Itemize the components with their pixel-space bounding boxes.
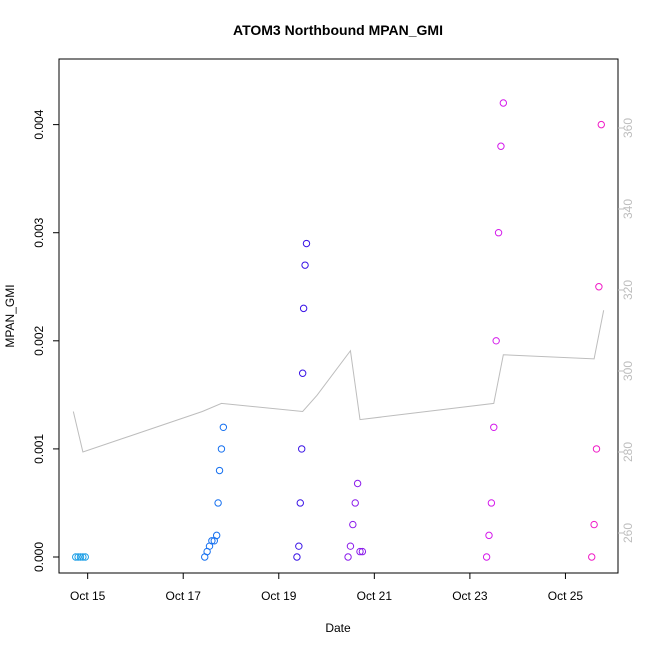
data-point xyxy=(208,537,216,545)
y-axis-label: MPAN_GMI xyxy=(3,284,17,347)
data-point xyxy=(494,229,503,237)
data-point xyxy=(358,547,367,556)
data-point xyxy=(298,445,306,453)
chart-title: ATOM3 Northbound MPAN_GMI xyxy=(233,22,443,38)
data-point xyxy=(499,99,508,107)
y2-tick-label: 320 xyxy=(621,280,635,300)
data-point xyxy=(487,499,496,507)
x-tick-label: Oct 23 xyxy=(452,589,488,603)
data-point xyxy=(81,553,89,561)
data-point xyxy=(588,553,596,561)
y-tick-label: 0.000 xyxy=(32,542,46,572)
data-point xyxy=(295,542,303,550)
data-point xyxy=(349,520,357,529)
data-point xyxy=(344,553,352,561)
data-point xyxy=(592,445,601,453)
data-point xyxy=(590,520,598,529)
y-tick-label: 0.001 xyxy=(32,434,46,464)
y-tick-label: 0.004 xyxy=(32,109,46,139)
y2-tick-label: 260 xyxy=(621,523,635,543)
data-point xyxy=(346,542,355,550)
data-point xyxy=(595,283,603,291)
data-point xyxy=(597,120,605,129)
y-tick-label: 0.002 xyxy=(32,325,46,355)
x-tick-label: Oct 15 xyxy=(70,589,106,603)
data-point xyxy=(76,553,85,561)
axes: 0.000 0.001 0.002 0.003 0.004 Oct 15 Oct 17 Oct… xyxy=(32,109,635,603)
data-point xyxy=(356,547,364,556)
data-point xyxy=(485,531,493,540)
data-point xyxy=(79,553,87,561)
data-point xyxy=(497,142,505,150)
data-point xyxy=(219,423,228,431)
data-point xyxy=(490,423,498,431)
y-tick-label: 0.003 xyxy=(32,217,46,247)
y2-tick-label: 340 xyxy=(621,199,635,219)
data-point xyxy=(301,261,309,269)
data-point xyxy=(293,553,301,561)
data-point xyxy=(72,553,80,561)
data-point xyxy=(482,553,491,561)
y2-tick-label: 280 xyxy=(621,442,635,462)
x-axis-label: Date xyxy=(325,621,351,635)
data-point xyxy=(492,337,500,345)
x-tick-label: Oct 19 xyxy=(261,589,297,603)
x-tick-label: Oct 25 xyxy=(548,589,584,603)
x-tick-label: Oct 21 xyxy=(357,589,393,603)
y2-tick-label: 360 xyxy=(621,118,635,138)
data-point xyxy=(74,553,82,561)
right-axis-line-series xyxy=(72,310,605,453)
data-point xyxy=(302,239,311,248)
data-point xyxy=(212,531,221,540)
scatter-points xyxy=(72,99,605,561)
y2-tick-label: 300 xyxy=(621,361,635,381)
data-point xyxy=(215,466,224,475)
data-point xyxy=(299,304,308,313)
data-point xyxy=(217,445,226,453)
data-point xyxy=(214,499,222,507)
x-tick-label: Oct 17 xyxy=(166,589,202,603)
data-point xyxy=(298,369,307,377)
plot-frame xyxy=(58,58,619,574)
data-point xyxy=(351,499,359,507)
y2-series-line xyxy=(72,310,605,453)
data-point xyxy=(296,499,304,507)
data-point xyxy=(353,479,362,488)
